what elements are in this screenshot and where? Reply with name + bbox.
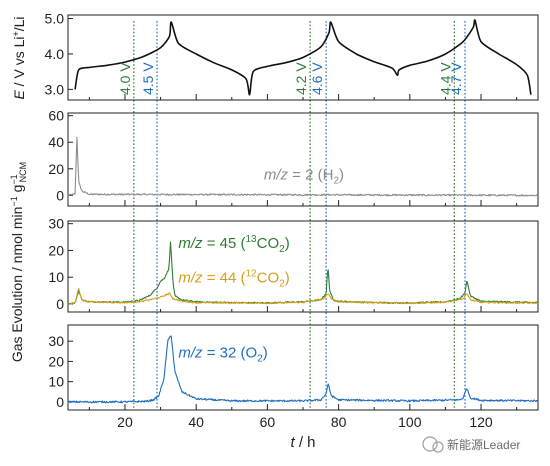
watermark: 新能源Leader	[422, 436, 520, 453]
marker-label-3: 4.6 V	[309, 62, 325, 95]
marker-label-1: 4.5 V	[140, 62, 156, 95]
marker-label-5: 4.7 V	[448, 62, 464, 95]
ytick-label-o2-1: 10	[48, 374, 64, 390]
marker-label-2: 4.2 V	[293, 62, 309, 95]
panel-frame-h2	[67, 112, 539, 207]
xtick-label-1: 40	[188, 414, 204, 430]
series-line-O2	[67, 335, 539, 404]
series-label-CO2_12: m/z = 44 (12CO2)	[178, 269, 289, 290]
marker-label-0: 4.0 V	[117, 62, 133, 95]
watermark-text: 新能源Leader	[447, 437, 520, 452]
series-line-CO2_12	[67, 288, 539, 305]
ytick-label-o2-0: 0	[56, 394, 64, 410]
wechat-icon	[422, 436, 438, 452]
ytick-label-h2-0: 0	[56, 187, 64, 203]
marker-label-4: 4.4 V	[437, 62, 453, 95]
ytick-label-h2-1: 20	[48, 161, 64, 177]
panel-frame-co2	[67, 220, 539, 313]
ytick-label-o2-3: 30	[48, 333, 64, 349]
ytick-label-voltage-1: 4.0	[45, 46, 65, 62]
series-line-voltage	[74, 19, 532, 96]
series-line-H2	[67, 136, 539, 197]
ytick-label-co2-2: 20	[48, 242, 64, 258]
ytick-label-co2-3: 30	[48, 216, 64, 232]
x-axis-label: t / h	[290, 434, 315, 451]
ytick-label-o2-2: 20	[48, 353, 64, 369]
xtick-label-4: 100	[398, 414, 422, 430]
xtick-label-3: 80	[331, 414, 347, 430]
xtick-label-2: 60	[260, 414, 276, 430]
y-axis-label-gas: Gas Evolution / nmol min−1 g−1NCM	[9, 162, 28, 362]
ytick-label-voltage-0: 3.0	[45, 81, 65, 97]
series-label-O2: m/z = 32 (O2)	[178, 344, 267, 364]
series-label-CO2_13: m/z = 45 (13CO2)	[178, 234, 289, 255]
ytick-label-h2-3: 60	[48, 108, 64, 124]
series-label-H2: m/z = 2 (H2)	[264, 166, 344, 186]
xtick-label-0: 20	[117, 414, 133, 430]
y-axis-label-voltage: E / V vs Li+/Li	[11, 16, 27, 99]
ytick-label-co2-1: 10	[48, 269, 64, 285]
panel-frame-o2	[67, 324, 539, 411]
ytick-label-co2-0: 0	[56, 296, 64, 312]
xtick-label-5: 120	[469, 414, 493, 430]
ytick-label-voltage-2: 5.0	[45, 11, 65, 27]
wechat-icon-small	[432, 441, 444, 453]
ytick-label-h2-2: 40	[48, 134, 64, 150]
